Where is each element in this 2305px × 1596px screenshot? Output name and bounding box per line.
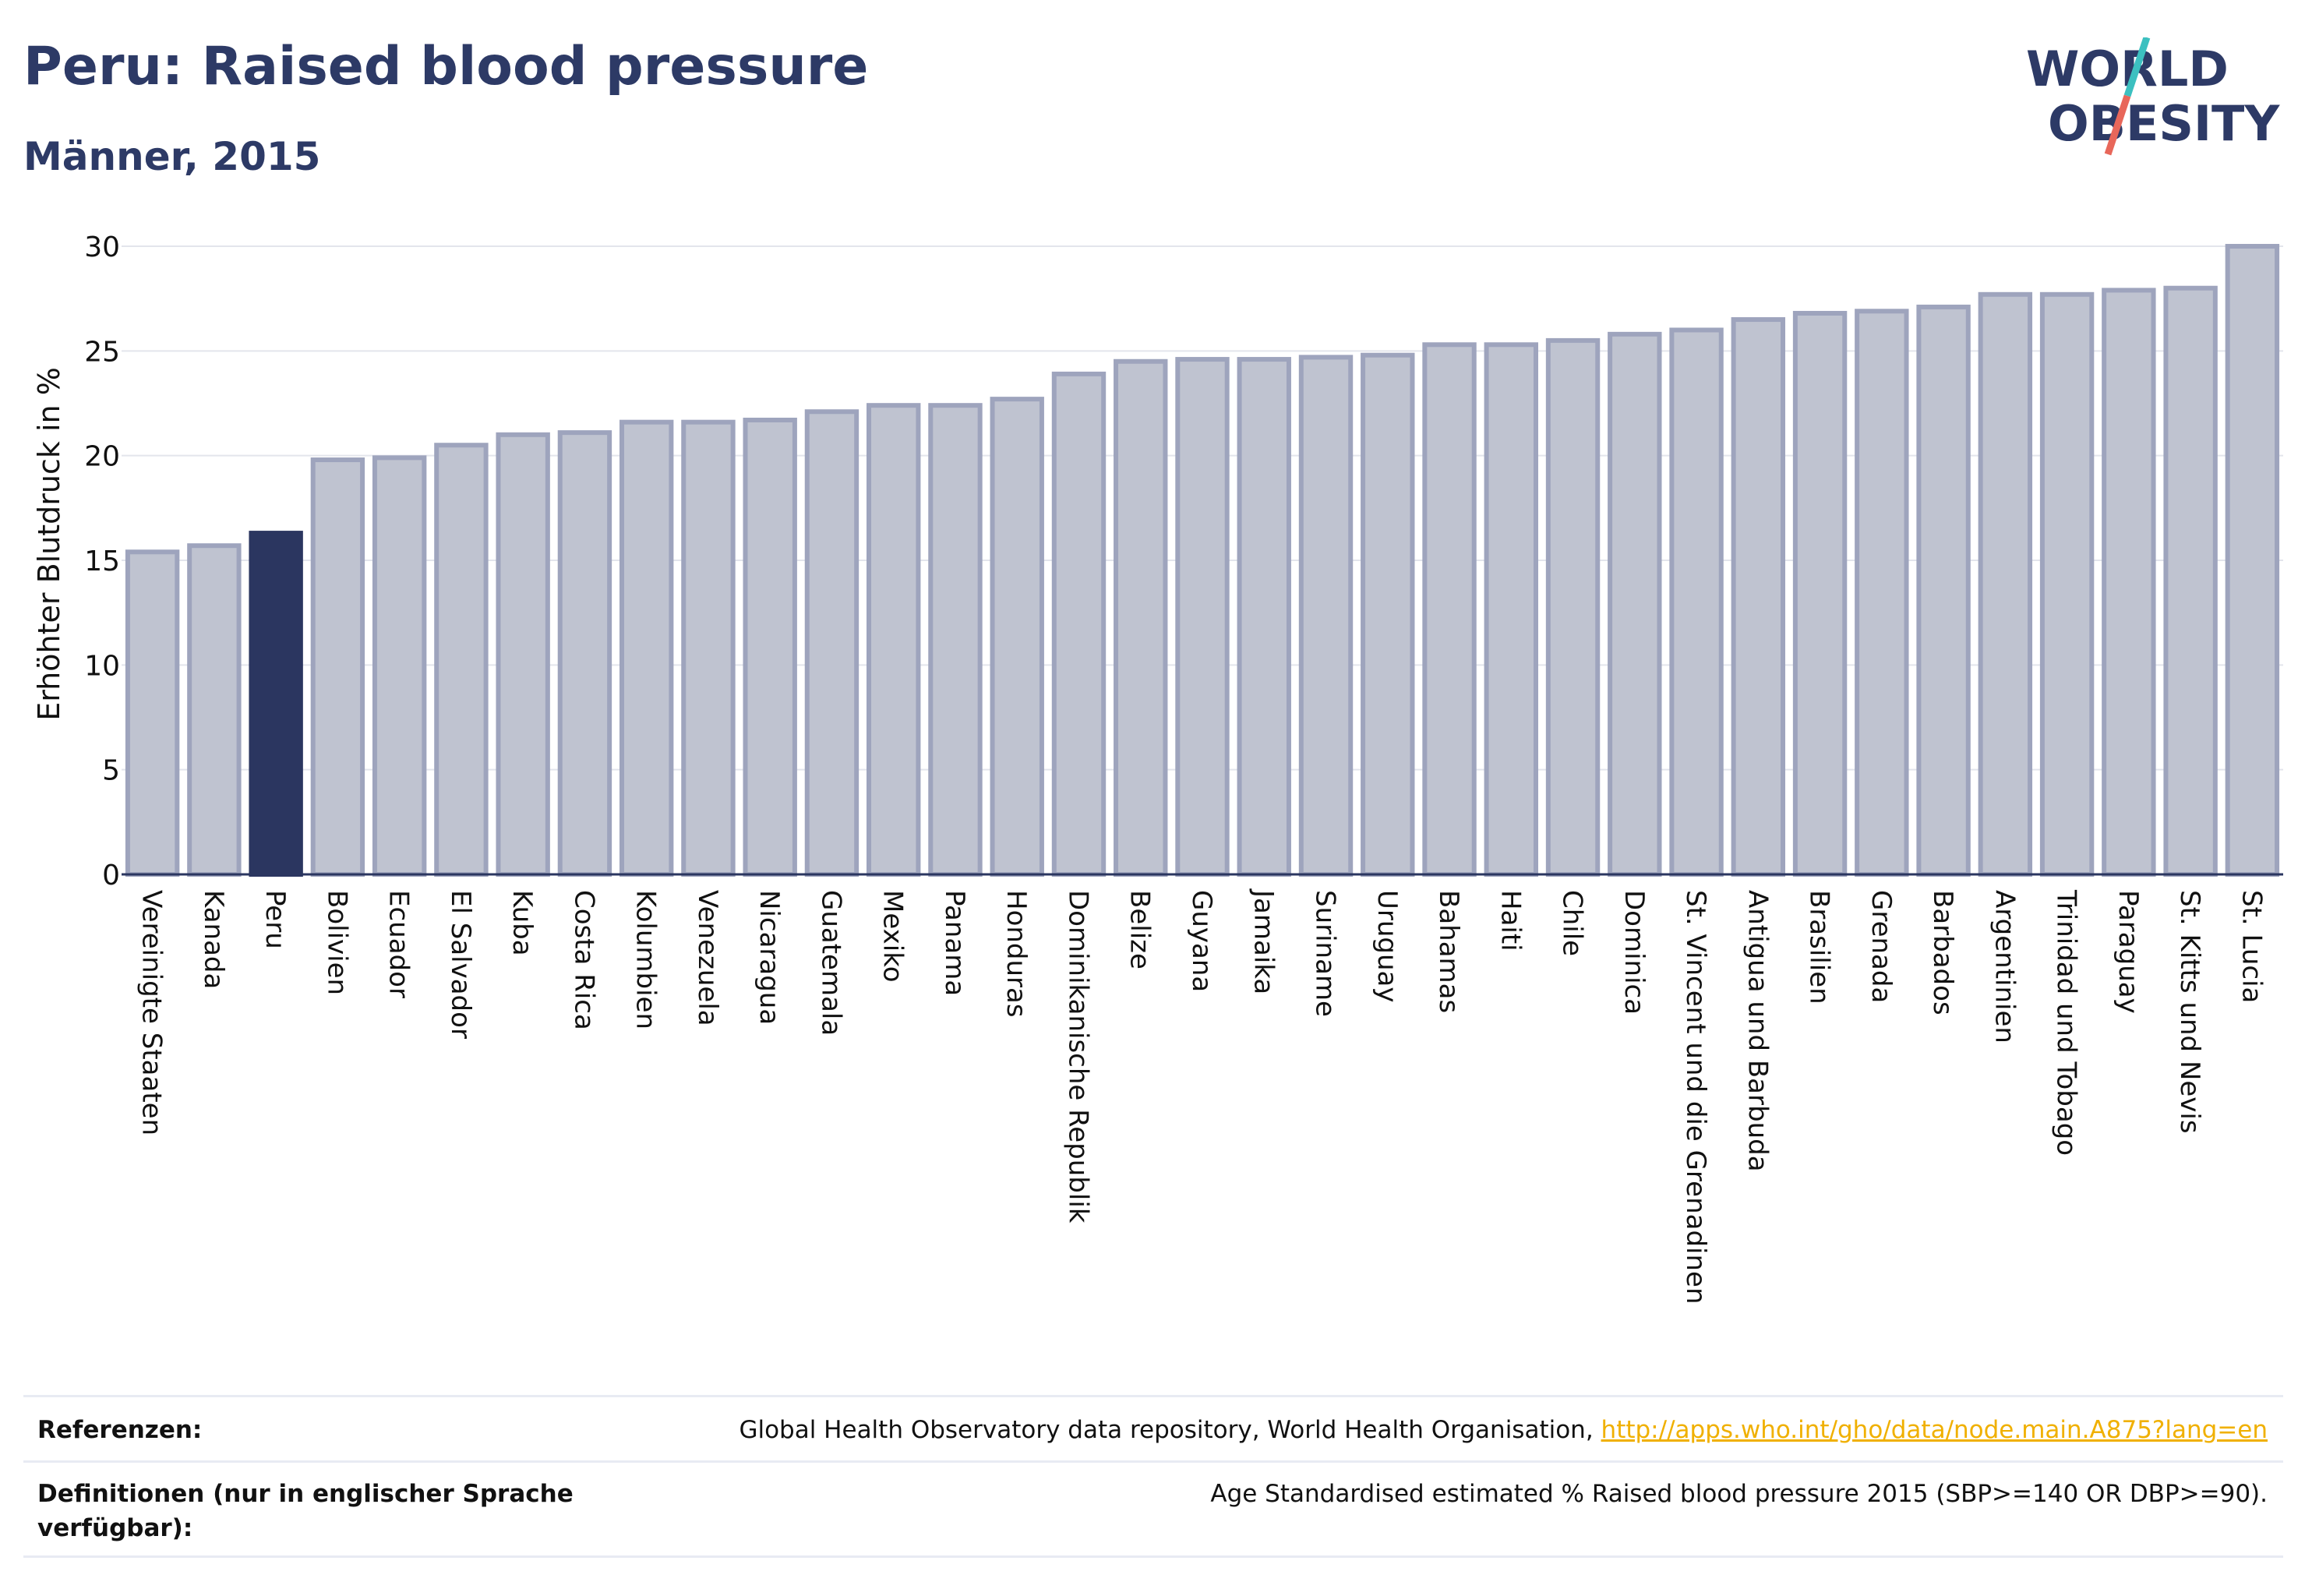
bar-layer (125, 244, 2280, 877)
x-tick-label: Belize (1124, 890, 1156, 969)
bar-paraguay[interactable] (2102, 288, 2156, 877)
y-tick-label: 30 (84, 231, 120, 263)
x-tick-label: Uruguay (1371, 890, 1403, 1003)
bar-chart: 0 5 10 15 20 25 30 Vereinigte Staaten Kanada Per… (32, 231, 2283, 1305)
bar-belize[interactable] (1114, 358, 1168, 877)
bar-costa-rica[interactable] (557, 430, 612, 877)
bar-ecuador[interactable] (372, 455, 427, 877)
bar-st-kitts-und-nevis[interactable] (2163, 285, 2218, 877)
x-tick-label: Dominikanische Republik (1062, 890, 1093, 1223)
bar-grenada[interactable] (1855, 309, 1909, 877)
bar-chile[interactable] (1545, 337, 1601, 877)
bar-barbados[interactable] (1916, 304, 1971, 877)
x-tick-label: Kanada (198, 890, 229, 989)
bar-kuba[interactable] (496, 432, 550, 877)
bar-jamaika[interactable] (1237, 357, 1291, 877)
x-tick-label: Peru (259, 890, 291, 949)
bar-argentinien[interactable] (1978, 291, 2033, 877)
x-tick-label: Guatemala (815, 890, 846, 1036)
x-tick-label: Grenada (1866, 890, 1897, 1003)
y-tick-label: 25 (84, 336, 120, 368)
x-tick-label: Honduras (1001, 890, 1032, 1018)
x-tick-label: Jamaika (1248, 888, 1279, 994)
y-tick-label: 5 (102, 755, 120, 787)
x-tick-label: Bolivien (321, 890, 352, 995)
bar-suriname[interactable] (1298, 355, 1354, 877)
bar-st-lucia[interactable] (2225, 244, 2280, 877)
bar-el-salvador[interactable] (434, 443, 489, 877)
x-tick-label: El Salvador (445, 890, 476, 1039)
logo-line2: OBESITY (2048, 95, 2280, 152)
y-tick-label: 15 (84, 546, 120, 577)
bar-bahamas[interactable] (1422, 342, 1477, 877)
x-tick-label: Kolumbien (630, 890, 662, 1029)
definitions-label: Definitionen (nur in englischer Sprache … (37, 1480, 574, 1542)
page-subtitle: Männer, 2015 (23, 134, 321, 179)
world-obesity-logo: WORLD OBESITY (2026, 37, 2280, 156)
x-tick-label: Barbados (1927, 890, 1958, 1015)
x-tick-label: Kuba (507, 890, 538, 956)
table-bottom-border (23, 1555, 2283, 1558)
x-tick-label: Argentinien (1989, 890, 2020, 1043)
x-tick-label: Nicaragua (754, 890, 785, 1025)
x-tick-label: Paraguay (2113, 890, 2144, 1014)
x-tick-label: Dominica (1618, 890, 1650, 1015)
x-tick-label: Venezuela (692, 890, 723, 1026)
bar-dominica[interactable] (1608, 331, 1662, 877)
y-tick-label: 0 (102, 860, 120, 892)
bar-venezuela[interactable] (681, 419, 736, 877)
bar-guyana[interactable] (1175, 357, 1230, 877)
x-tick-label: Ecuador (383, 890, 415, 998)
bar-bolivien[interactable] (310, 457, 365, 877)
x-tick-label: Brasilien (1804, 890, 1835, 1005)
y-tick-layer: 0 5 10 15 20 25 30 (84, 231, 120, 892)
bar-dominikanische-republik[interactable] (1051, 371, 1107, 877)
bar-nicaragua[interactable] (743, 417, 797, 877)
x-tick-label: St. Lucia (2236, 890, 2267, 1003)
x-tick-label: Mexiko (877, 890, 909, 983)
x-tick-layer: Vereinigte Staaten Kanada Peru Bolivien Ecua… (136, 888, 2268, 1305)
bar-honduras[interactable] (990, 397, 1044, 877)
x-tick-label: Suriname (1310, 890, 1341, 1017)
x-tick-label: Bahamas (1433, 890, 1464, 1013)
x-tick-label: Trinidad und Tobago (2051, 889, 2082, 1156)
y-tick-label: 20 (84, 441, 120, 473)
bar-peru[interactable] (249, 531, 303, 877)
references-row: Referenzen: Global Health Observatory da… (23, 1395, 2283, 1463)
bar-antigua-und-barbuda[interactable] (1731, 317, 1786, 877)
x-tick-label: St. Vincent und die Grenadinen (1680, 890, 1711, 1305)
y-tick-label: 10 (84, 650, 120, 682)
bar-uruguay[interactable] (1361, 352, 1415, 877)
bar-st-vincent-und-die-grenadinen[interactable] (1669, 327, 1724, 877)
definitions-value: Age Standardised estimated % Raised bloo… (1210, 1480, 2268, 1508)
logo-teal-slash (2123, 37, 2151, 97)
references-link[interactable]: http://apps.who.int/gho/data/node.main.A… (1601, 1416, 2268, 1444)
definitions-row: Definitionen (nur in englischer Sprache … (23, 1460, 2283, 1558)
bar-brasilien[interactable] (1792, 310, 1848, 877)
bar-kolumbien[interactable] (619, 419, 674, 877)
bar-vereinigte-staaten[interactable] (125, 549, 180, 877)
bar-kanada[interactable] (187, 543, 242, 877)
x-tick-label: Guyana (1186, 890, 1217, 992)
references-label: Referenzen: (37, 1416, 203, 1444)
x-tick-label: Haiti (1495, 890, 1526, 952)
y-axis-label: Erhöhter Blutdruck in % (32, 367, 66, 721)
bar-trinidad-und-tobago[interactable] (2039, 291, 2095, 877)
bar-panama[interactable] (928, 403, 983, 877)
bar-mexiko[interactable] (867, 403, 921, 877)
references-text: Global Health Observatory data repositor… (739, 1416, 1601, 1444)
x-tick-label: Panama (939, 890, 970, 996)
bar-guatemala[interactable] (804, 409, 860, 877)
x-tick-label: Antigua und Barbuda (1742, 890, 1773, 1172)
x-tick-label: Chile (1557, 890, 1588, 956)
logo-coral-slash (2104, 94, 2131, 156)
page-title: Peru: Raised blood pressure (23, 36, 869, 97)
x-tick-label: Vereinigte Staaten (136, 890, 168, 1135)
bar-haiti[interactable] (1484, 342, 1538, 877)
references-value: Global Health Observatory data repositor… (739, 1413, 2268, 1447)
x-tick-label: St. Kitts und Nevis (2174, 890, 2205, 1134)
x-tick-label: Costa Rica (568, 890, 599, 1030)
